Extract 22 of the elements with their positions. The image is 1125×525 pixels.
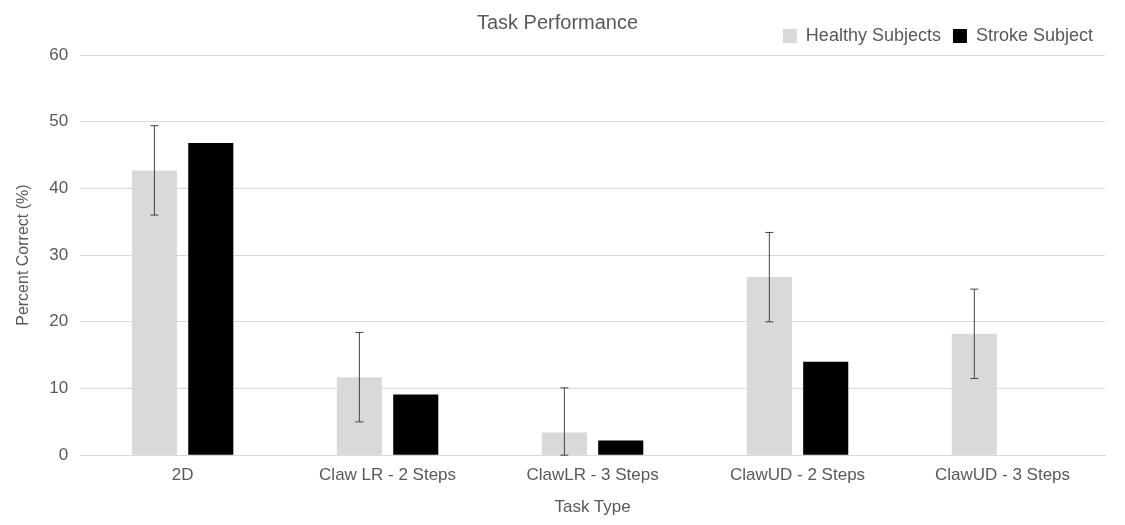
x-tick-label: ClawUD - 2 Steps — [729, 465, 866, 485]
y-tick-label: 60 — [49, 44, 69, 64]
legend-label: Healthy Subjects — [805, 24, 941, 45]
chart-title: Task Performance — [476, 10, 639, 33]
x-tick-label: Claw LR - 2 Steps — [319, 465, 457, 485]
bar — [188, 143, 234, 455]
x-tick-label: ClawLR - 3 Steps — [526, 465, 659, 485]
y-tick-label: 40 — [49, 178, 69, 198]
y-tick-label: 0 — [58, 444, 69, 464]
y-tick-label: 50 — [49, 111, 69, 131]
bar — [393, 394, 439, 455]
y-tick-label: 10 — [49, 378, 69, 398]
y-axis-title: Percent Correct (%) — [14, 184, 32, 326]
y-tick-label: 30 — [49, 244, 69, 264]
legend-label: Stroke Subject — [975, 24, 1093, 45]
bar — [598, 440, 644, 455]
x-tick-label: 2D — [171, 465, 194, 485]
bar — [541, 432, 587, 455]
x-axis-title: Task Type — [554, 497, 631, 517]
y-tick-label: 20 — [49, 311, 69, 331]
x-tick-label: ClawUD - 3 Steps — [934, 465, 1071, 485]
bar — [803, 361, 849, 455]
